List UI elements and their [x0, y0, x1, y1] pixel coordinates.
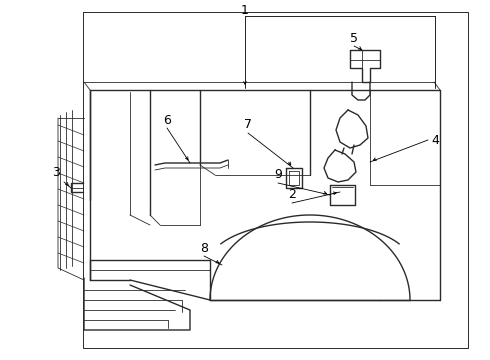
Text: 5: 5 [350, 31, 358, 45]
Text: 2: 2 [288, 189, 296, 202]
Text: 6: 6 [163, 113, 171, 126]
Text: 3: 3 [52, 166, 60, 180]
Text: 9: 9 [274, 168, 282, 181]
Text: 4: 4 [431, 134, 439, 147]
Text: 7: 7 [244, 118, 252, 131]
Text: 1: 1 [241, 4, 249, 17]
Text: 8: 8 [200, 242, 208, 255]
